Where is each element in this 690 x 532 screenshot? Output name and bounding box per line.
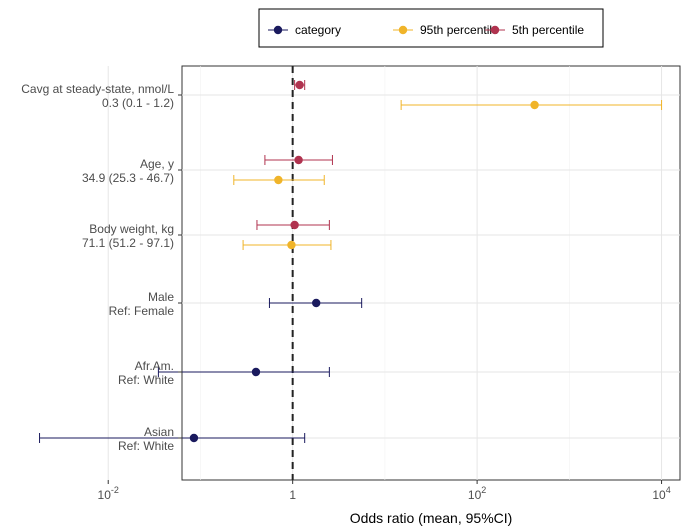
data-point-0-95th-percentile [400,100,663,110]
y-axis: Cavg at steady-state, nmol/L0.3 (0.1 - 1… [21,82,182,453]
y-label-line1: Asian [144,425,174,439]
data-point-3-category [268,298,363,308]
y-label-line2: 0.3 (0.1 - 1.2) [102,96,174,110]
mean-marker [294,155,303,165]
y-label-line1: Afr.Am. [135,359,174,373]
y-label-line1: Body weight, kg [89,222,174,236]
y-label-line1: Cavg at steady-state, nmol/L [21,82,174,96]
x-axis: 10-2 1 102 104 [98,480,671,502]
y-label-line2: 71.1 (51.2 - 97.1) [82,236,174,250]
data-point-2-5th-percentile [256,220,330,230]
x-tick-label: 10-2 [98,485,119,502]
mean-marker [312,298,321,308]
legend-box [258,8,604,48]
data-point-2-95th-percentile [242,240,332,250]
mean-marker [189,433,199,443]
x-tick-label: 102 [468,485,486,502]
x-tick-label: 1 [289,488,296,502]
mean-marker [251,367,261,377]
mean-marker [295,80,304,90]
mean-marker [287,240,296,250]
legend-item-95th-percentile: 95th percentile [393,23,499,37]
mean-marker [530,100,539,110]
y-label-line2: Ref: White [118,439,174,453]
y-label-line2: Ref: Female [109,304,175,318]
data-point-5-category [39,433,306,443]
legend: category 95th percentile 5th percentile [258,8,604,48]
legend-item-5th-percentile: 5th percentile [485,23,584,37]
legend-marker [273,25,283,35]
panel-border [181,65,681,481]
y-label-line2: 34.9 (25.3 - 46.7) [82,171,174,185]
data-point-4-category [157,367,330,377]
x-tick-label: 104 [652,485,670,502]
data-point-0-5th-percentile [294,80,306,90]
mean-marker [290,220,299,230]
legend-label: 5th percentile [512,23,584,37]
x-axis-title: Odds ratio (mean, 95%CI) [350,510,513,526]
legend-item-category: category [268,23,341,37]
y-label-line1: Male [148,290,174,304]
legend-label: 95th percentile [420,23,499,37]
mean-marker [274,175,283,185]
legend-label: category [295,23,341,37]
legend-marker [398,25,408,35]
data-point-1-95th-percentile [233,175,325,185]
plot-panel [39,65,681,481]
legend-marker [490,25,500,35]
y-label-line1: Age, y [140,157,174,171]
data-point-1-5th-percentile [264,155,333,165]
y-label-line2: Ref: White [118,373,174,387]
